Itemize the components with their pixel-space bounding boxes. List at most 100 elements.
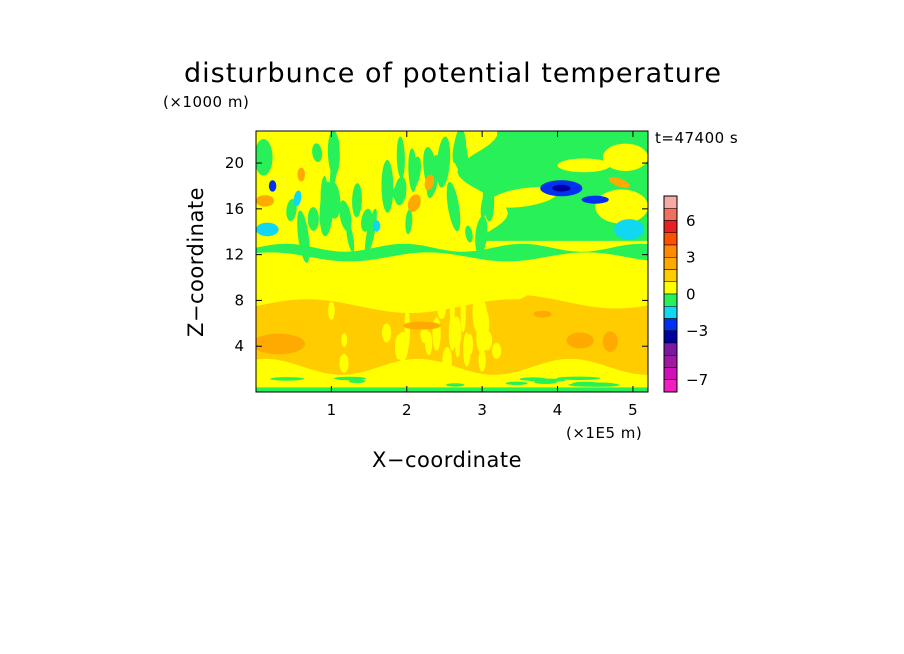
y-tick-label: 4 — [234, 337, 244, 355]
colorbar-tick-label: 3 — [686, 249, 696, 267]
contour-region — [256, 222, 279, 237]
colorbar-swatch — [663, 306, 678, 319]
contour-region — [505, 381, 528, 386]
contour-region — [297, 210, 310, 263]
contour-region — [293, 190, 302, 207]
colorbar-swatch — [663, 244, 678, 258]
time-annotation: t=47400 s — [655, 129, 739, 147]
y-tick-label: 8 — [234, 291, 244, 309]
contour-region — [602, 143, 648, 172]
plot-area — [256, 131, 648, 392]
colorbar-swatch — [663, 269, 678, 282]
contour-region — [614, 219, 645, 240]
contour-region — [608, 177, 631, 188]
x-tick-label: 5 — [628, 401, 638, 419]
contour-region — [256, 139, 273, 176]
contour-region — [268, 180, 277, 192]
colorbar-swatch — [663, 293, 678, 307]
contour-region — [467, 333, 474, 355]
contour-region — [409, 156, 421, 189]
contour-region — [348, 379, 366, 383]
contour-region — [472, 292, 484, 333]
x-tick-label: 3 — [477, 401, 487, 419]
contour-region — [556, 376, 601, 381]
contour-region — [445, 383, 465, 387]
contour-region — [395, 334, 403, 360]
x-tick-label: 4 — [553, 401, 563, 419]
y-tick-label: 20 — [225, 154, 244, 172]
colorbar-swatch — [663, 281, 678, 295]
y-axis-ticks: 4 8 12 16 20 — [225, 154, 648, 355]
contour-region — [424, 174, 435, 191]
contour-region — [329, 138, 340, 190]
x-axis-label: X−coordinate — [372, 448, 522, 472]
chart-title: disturbunce of potential temperature — [184, 58, 722, 89]
colorbar-swatch — [663, 257, 678, 270]
contour-region — [297, 167, 305, 182]
contour-region — [346, 221, 355, 253]
contour-region — [381, 323, 392, 343]
colorbar-tick-label: 6 — [686, 212, 696, 230]
y-tick-label: 16 — [225, 200, 244, 218]
colorbar-swatch — [663, 342, 678, 356]
contour-region — [482, 330, 493, 351]
colorbar-tick-label: 0 — [686, 285, 696, 303]
contour-region — [392, 185, 407, 202]
colorbar-swatch — [663, 318, 678, 331]
colorbar-swatch — [663, 367, 678, 380]
contour-region — [352, 183, 362, 218]
contour-region — [449, 325, 460, 345]
contour-region — [460, 294, 466, 333]
contour-region — [595, 189, 648, 224]
y-tick-label: 12 — [225, 246, 244, 264]
contour-region — [557, 158, 611, 173]
plot-frame — [255, 130, 649, 393]
colorbar-swatch — [663, 220, 678, 233]
contour-region — [339, 353, 349, 373]
contour-region — [432, 317, 441, 351]
x-tick-label: 1 — [327, 401, 337, 419]
y-axis-unit: (×1000 m) — [163, 93, 250, 111]
colorbar-frame — [663, 195, 678, 393]
x-axis-ticks: 1 2 3 4 5 — [327, 131, 638, 419]
colorbar-swatch — [663, 355, 678, 368]
contour-region — [270, 377, 305, 381]
contour-region — [256, 243, 648, 262]
contour-region — [328, 301, 335, 320]
contour-region — [491, 342, 502, 359]
contour-region — [480, 190, 489, 219]
colorbar-tick-label: −3 — [686, 322, 708, 340]
contour-region — [442, 347, 452, 374]
contour-region — [452, 131, 464, 164]
contour-region — [364, 208, 377, 255]
contour-region — [405, 209, 413, 235]
contour-region — [341, 333, 348, 348]
colorbar: 6 3 0 −3 −7 — [663, 195, 708, 393]
colorbar-swatch — [663, 195, 678, 209]
colorbar-tick-label: −7 — [686, 371, 708, 389]
contour-region — [404, 308, 410, 350]
contour-region — [256, 195, 275, 207]
contour-region — [286, 199, 297, 222]
contour-region — [478, 349, 486, 372]
contour-region — [312, 143, 323, 163]
contour-region — [489, 187, 558, 208]
colorbar-swatch — [663, 330, 678, 344]
contour-region — [361, 208, 373, 232]
contour-region — [256, 333, 305, 355]
contour-region — [425, 331, 433, 356]
colorbar-swatch — [663, 232, 678, 246]
contour-region — [436, 136, 451, 188]
x-tick-label: 2 — [402, 401, 412, 419]
contour-region — [446, 181, 461, 232]
contour-region — [566, 332, 594, 349]
contour-region — [552, 184, 571, 192]
contour-region — [581, 195, 609, 204]
colorbar-swatch — [663, 208, 678, 221]
contour-region — [403, 321, 441, 330]
contour-region — [372, 220, 381, 232]
contour-region — [534, 380, 557, 384]
contour-region — [602, 331, 618, 352]
colorbar-swatch — [663, 379, 678, 393]
